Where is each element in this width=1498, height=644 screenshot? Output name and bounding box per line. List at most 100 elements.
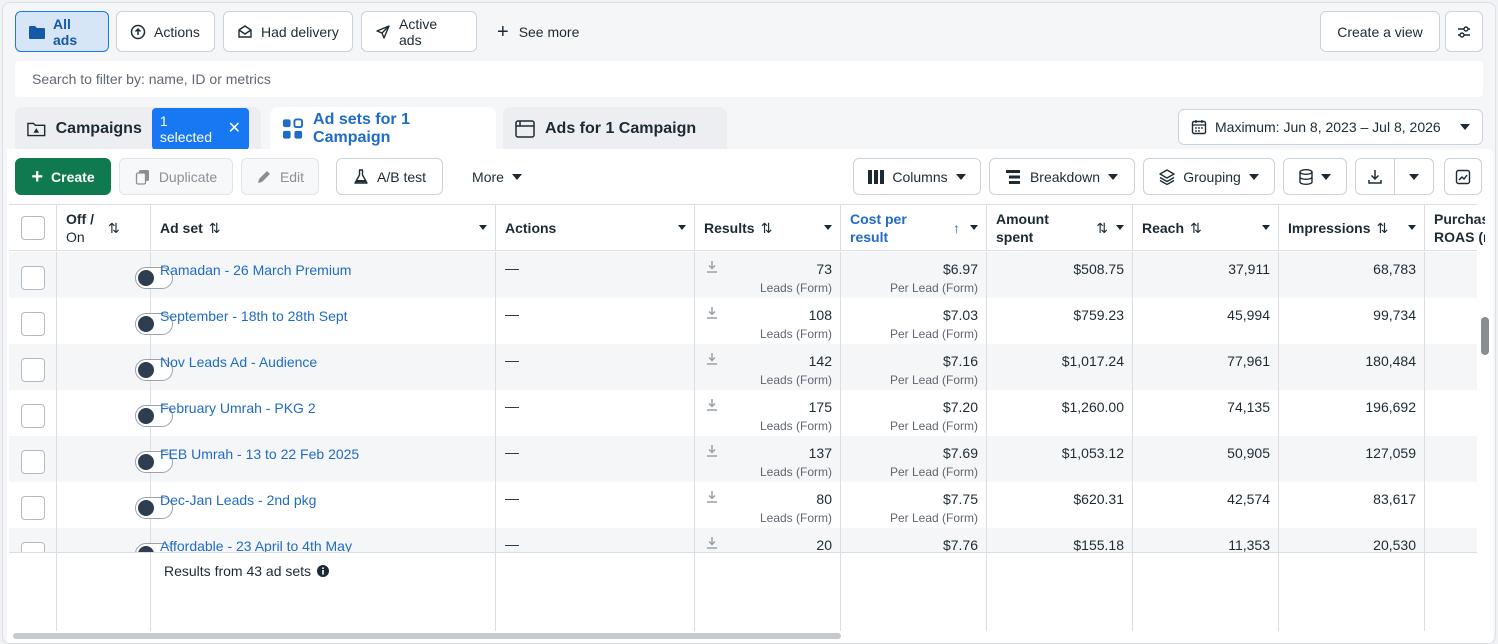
tab-ads[interactable]: Ads for 1 Campaign xyxy=(503,107,727,151)
view-settings-button[interactable] xyxy=(1445,11,1483,52)
sort-icon[interactable]: ⇅ xyxy=(208,220,221,236)
campaign-folder-icon xyxy=(27,122,46,137)
adset-name-link[interactable]: Ramadan - 26 March Premium xyxy=(160,262,352,278)
row-checkbox[interactable] xyxy=(21,266,45,290)
edit-button[interactable]: Edit xyxy=(241,158,319,195)
on-off-toggle[interactable] xyxy=(135,267,173,289)
vertical-scrollbar[interactable] xyxy=(1481,317,1489,355)
amount-spent-cell: $759.23 xyxy=(987,298,1133,344)
purchase-roas-header[interactable]: Purchase ROAS (re xyxy=(1425,205,1485,251)
columns-button[interactable]: Columns xyxy=(853,158,981,195)
date-range-picker[interactable]: Maximum: Jun 8, 2023 – Jul 8, 2026 xyxy=(1178,109,1483,145)
reach-value: 45,994 xyxy=(1227,307,1270,323)
adset-header-label: Ad set xyxy=(160,220,203,236)
adset-name-link[interactable]: FEB Umrah - 13 to 22 Feb 2025 xyxy=(160,446,360,462)
adset-header[interactable]: Ad set ⇅ xyxy=(151,205,496,251)
impressions-cell: 196,692 xyxy=(1279,390,1425,436)
search-input[interactable]: Search to filter by: name, ID or metrics xyxy=(15,61,1483,97)
adset-name-link[interactable]: Affordable - 23 April to 4th May xyxy=(160,538,352,552)
breakdown-icon xyxy=(1005,169,1020,184)
adset-name-link[interactable]: September - 18th to 28th Sept xyxy=(160,308,348,324)
impressions-value: 99,734 xyxy=(1373,307,1416,323)
row-checkbox[interactable] xyxy=(21,404,45,428)
adset-name-link[interactable]: Dec-Jan Leads - 2nd pkg xyxy=(160,492,317,508)
row-checkbox[interactable] xyxy=(21,312,45,336)
create-button[interactable]: + Create xyxy=(15,158,111,195)
sort-ascending-icon[interactable]: ↑ xyxy=(953,220,960,236)
horizontal-scrollbar[interactable] xyxy=(13,633,841,639)
table-row[interactable]: Dec-Jan Leads - 2nd pkg — 80 Leads (Form) $7… xyxy=(9,482,1477,528)
column-menu-icon[interactable] xyxy=(1408,225,1416,230)
on-off-toggle[interactable] xyxy=(135,451,173,473)
breakdown-button[interactable]: Breakdown xyxy=(989,158,1135,195)
info-icon[interactable] xyxy=(317,565,330,577)
column-menu-icon[interactable] xyxy=(824,225,832,230)
row-checkbox[interactable] xyxy=(21,496,45,520)
sort-icon[interactable]: ⇅ xyxy=(1376,220,1389,236)
sort-icon[interactable]: ⇅ xyxy=(760,220,773,236)
actions-cell: — xyxy=(496,252,695,298)
column-menu-icon[interactable] xyxy=(970,225,978,230)
see-more-button[interactable]: + See more xyxy=(497,11,579,52)
amount-value: $155.18 xyxy=(1073,537,1124,552)
table-row[interactable]: February Umrah - PKG 2 — 175 Leads (Form) $7… xyxy=(9,390,1477,436)
export-button[interactable] xyxy=(1355,158,1395,195)
reach-header[interactable]: Reach ⇅ xyxy=(1133,205,1279,251)
active-ads-filter[interactable]: Active ads xyxy=(361,11,477,52)
results-header[interactable]: Results ⇅ xyxy=(695,205,841,251)
export-dropdown-button[interactable] xyxy=(1394,158,1434,195)
actions-filter[interactable]: Actions xyxy=(116,11,215,52)
grouping-button[interactable]: Grouping xyxy=(1143,158,1275,195)
layers-icon xyxy=(1159,168,1175,185)
row-toggle-cell xyxy=(57,344,173,390)
row-checkbox[interactable] xyxy=(21,358,45,382)
row-checkbox[interactable] xyxy=(21,450,45,474)
on-off-toggle[interactable] xyxy=(135,497,173,519)
row-toggle-cell xyxy=(57,390,173,436)
results-value: 80 xyxy=(816,491,832,507)
table-row[interactable]: Ramadan - 26 March Premium — 73 Leads (Form… xyxy=(9,252,1477,298)
sort-icon[interactable]: ⇅ xyxy=(1190,220,1202,236)
reach-value: 74,135 xyxy=(1227,399,1270,415)
on-off-toggle[interactable] xyxy=(135,313,173,335)
tab-campaigns[interactable]: Campaigns 1 selected ✕ xyxy=(15,107,261,151)
table-row[interactable]: Nov Leads Ad - Audience — 142 Leads (Form) $… xyxy=(9,344,1477,390)
cost-per-result-header[interactable]: Cost per result ↑ xyxy=(841,205,987,251)
column-menu-icon[interactable] xyxy=(1116,225,1124,230)
all-ads-filter[interactable]: All ads xyxy=(15,11,109,52)
column-menu-icon[interactable] xyxy=(479,225,487,230)
table-row[interactable]: September - 18th to 28th Sept — 108 Leads (… xyxy=(9,298,1477,344)
close-icon[interactable]: ✕ xyxy=(227,120,241,137)
impressions-header[interactable]: Impressions ⇅ xyxy=(1279,205,1425,251)
had-delivery-filter[interactable]: Had delivery xyxy=(223,11,353,52)
reach-cell: 77,961 xyxy=(1133,344,1279,390)
database-icon xyxy=(1299,168,1313,185)
actions-header-label: Actions xyxy=(505,220,557,236)
charts-button[interactable] xyxy=(1444,158,1482,195)
amount-spent-header[interactable]: Amount spent ⇅ xyxy=(987,205,1133,251)
row-checkbox[interactable] xyxy=(21,542,45,552)
purchase-roas-cell xyxy=(1425,436,1477,482)
selected-chip[interactable]: 1 selected ✕ xyxy=(151,108,249,150)
sort-icon[interactable]: ⇅ xyxy=(108,220,120,236)
create-view-button[interactable]: Create a view xyxy=(1320,11,1440,52)
column-menu-icon[interactable] xyxy=(678,225,686,230)
select-all-checkbox[interactable] xyxy=(21,216,45,240)
adset-name-link[interactable]: February Umrah - PKG 2 xyxy=(160,400,316,416)
more-button[interactable]: More xyxy=(455,158,539,195)
amount-spent-cell: $155.18 xyxy=(987,528,1133,552)
duplicate-button[interactable]: Duplicate xyxy=(119,158,233,195)
on-off-toggle[interactable] xyxy=(135,359,173,381)
adset-name-link[interactable]: Nov Leads Ad - Audience xyxy=(160,354,318,370)
on-off-toggle[interactable] xyxy=(135,405,173,427)
ab-test-button[interactable]: A/B test xyxy=(336,158,443,195)
table-row[interactable]: Affordable - 23 April to 4th May — 20 $7.76… xyxy=(9,528,1477,552)
tab-adsets[interactable]: Ad sets for 1 Campaign xyxy=(270,107,496,151)
sort-icon[interactable]: ⇅ xyxy=(1096,220,1108,236)
reports-button[interactable] xyxy=(1283,158,1347,195)
actions-header[interactable]: Actions xyxy=(496,205,695,251)
off-on-header[interactable]: Off / On ⇅ xyxy=(57,205,151,251)
actions-value: — xyxy=(505,306,519,322)
table-row[interactable]: FEB Umrah - 13 to 22 Feb 2025 — 137 Leads (… xyxy=(9,436,1477,482)
column-menu-icon[interactable] xyxy=(1262,225,1270,230)
